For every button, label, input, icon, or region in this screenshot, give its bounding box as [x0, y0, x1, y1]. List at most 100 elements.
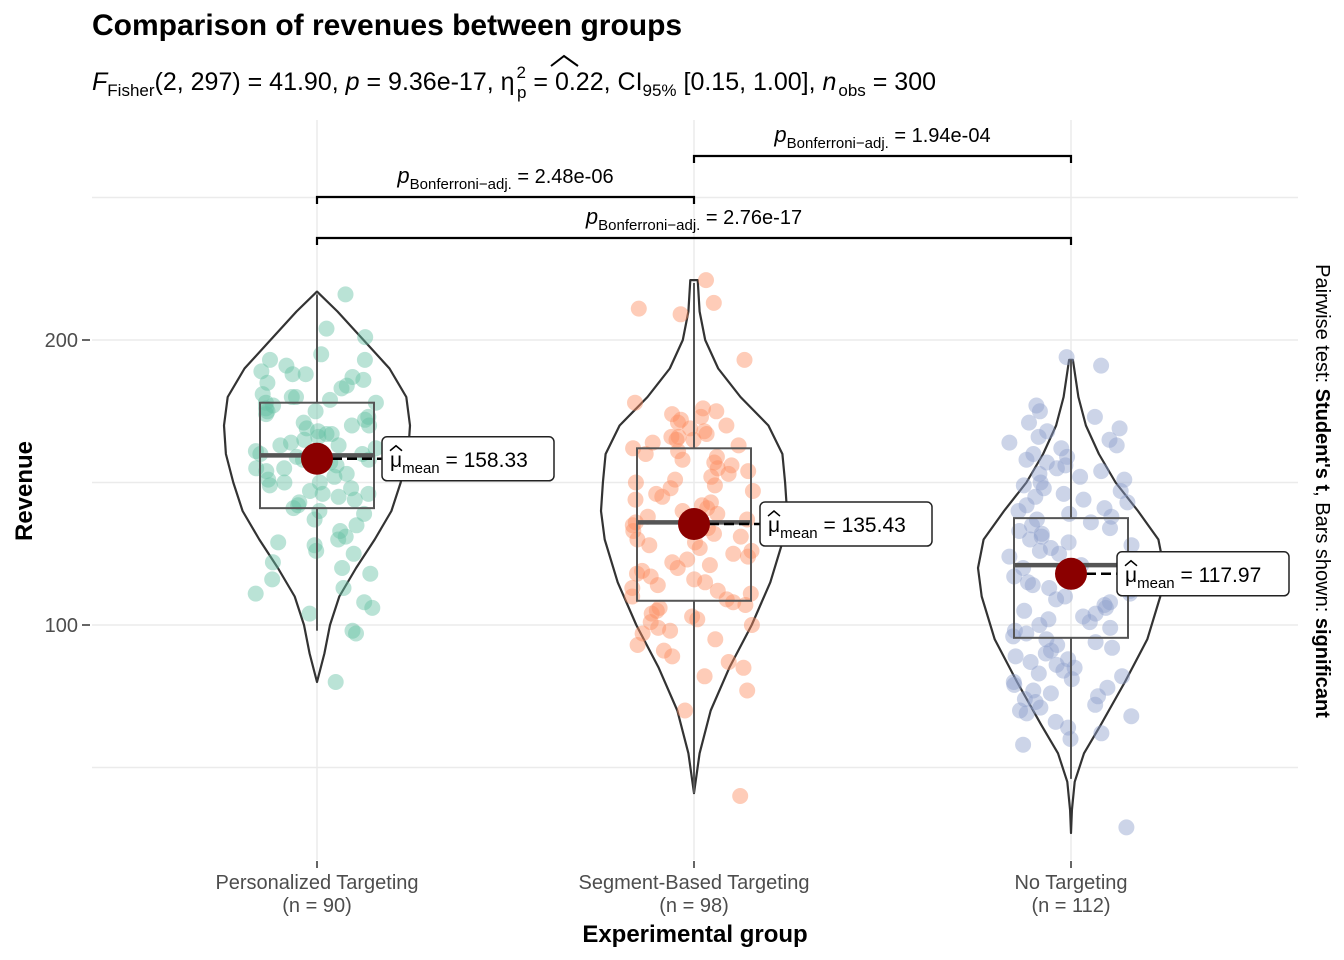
data-point [672, 306, 689, 323]
data-point [1021, 414, 1037, 431]
data-point [732, 528, 749, 545]
data-point [1051, 545, 1068, 562]
mean-symbol: μ [390, 449, 402, 472]
mean-sub: mean [402, 460, 440, 477]
data-point [310, 428, 327, 445]
data-point [337, 286, 354, 303]
mean-point [301, 442, 333, 475]
data-point [672, 411, 689, 428]
data-point [720, 654, 737, 670]
data-point [1001, 434, 1018, 451]
data-point [272, 437, 289, 454]
data-point [1112, 483, 1129, 499]
data-point [718, 417, 735, 434]
data-point [648, 602, 665, 619]
data-point [627, 394, 643, 411]
data-point [667, 471, 684, 488]
data-point [367, 440, 384, 457]
data-point [1118, 819, 1135, 836]
data-point [695, 400, 711, 417]
data-point [1060, 534, 1077, 551]
data-point [1075, 491, 1092, 508]
data-point [1031, 542, 1048, 559]
data-point [297, 366, 314, 383]
data-point [1038, 631, 1055, 648]
data-point [346, 491, 363, 508]
data-point [1097, 599, 1114, 616]
data-point [1103, 508, 1120, 525]
data-point [330, 437, 347, 454]
data-point [1096, 597, 1113, 613]
data-point [663, 428, 680, 445]
data-point [691, 540, 708, 556]
data-point [344, 622, 361, 639]
data-point [313, 346, 330, 363]
data-point [1030, 428, 1047, 445]
data-point [1018, 497, 1035, 514]
data-point [343, 417, 360, 434]
significance-bar [315, 195, 696, 204]
data-point [258, 406, 275, 423]
data-point [634, 625, 651, 642]
x-tick-count: (n = 90) [282, 895, 351, 917]
data-point [276, 474, 293, 491]
data-point [295, 414, 312, 431]
data-point [651, 599, 668, 616]
data-point [706, 525, 722, 542]
data-point [1031, 617, 1048, 633]
mean-label: μmean = 135.43 [768, 514, 906, 542]
data-point [1102, 619, 1119, 636]
data-point [1082, 514, 1099, 531]
data-point [642, 568, 659, 585]
data-point [290, 497, 307, 514]
data-point [1028, 511, 1045, 528]
data-point [283, 389, 300, 405]
data-point [1053, 440, 1070, 457]
violin-1 [599, 279, 789, 795]
p-symbol: p [345, 68, 360, 96]
data-point [1101, 431, 1118, 448]
data-point [627, 514, 644, 531]
data-point [261, 477, 278, 494]
data-point [641, 537, 658, 554]
y-tick-label: 100 [45, 615, 78, 637]
chart-subtitle: FFisher(2, 297) = 41.90, p = 9.36e-17, η… [92, 63, 936, 102]
data-point [1031, 465, 1048, 482]
mean-label-box [1116, 551, 1290, 597]
data-point [338, 377, 355, 394]
data-point [670, 428, 687, 445]
data-point [723, 457, 740, 474]
data-point [1043, 642, 1059, 659]
data-point [1042, 685, 1059, 702]
data-point [1016, 691, 1033, 708]
data-point [1087, 605, 1104, 622]
data-point [259, 374, 276, 391]
data-point [1114, 668, 1131, 685]
data-point [1048, 460, 1065, 477]
mean-hat [767, 510, 781, 517]
data-point [718, 591, 735, 608]
data-point [706, 454, 723, 471]
data-point [706, 477, 723, 494]
eta-symbol: η [501, 68, 515, 96]
data-point [264, 554, 281, 571]
mean-label: μmean = 158.33 [390, 449, 528, 477]
data-point [693, 408, 709, 425]
violin-0 [222, 290, 412, 684]
data-point [356, 351, 373, 368]
data-point [1033, 525, 1050, 542]
data-point [650, 619, 667, 636]
n-symbol: n [822, 68, 836, 96]
caption-test: Student's t [1311, 389, 1333, 492]
data-point [284, 366, 301, 383]
data-point [669, 560, 686, 576]
data-point [360, 485, 377, 502]
data-point [247, 585, 264, 602]
data-point [326, 468, 343, 485]
data-point [1116, 471, 1133, 488]
f-sub: Fisher [107, 81, 155, 100]
sig-p-value: = 2.48e-06 [512, 166, 614, 188]
caption-shown: significant [1311, 618, 1333, 718]
